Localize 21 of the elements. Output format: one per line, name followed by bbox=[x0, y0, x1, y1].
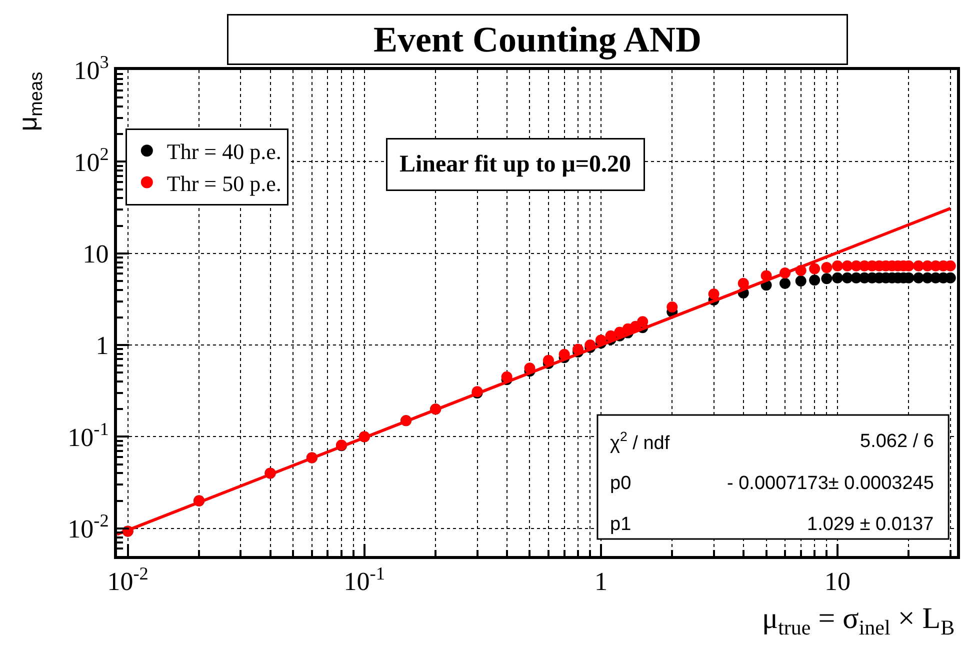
y-tick-label: 10 bbox=[82, 239, 109, 268]
y-tick-label: 10$^{3}$ bbox=[74, 52, 109, 86]
y-tick-label: 10$^{-2}$ bbox=[68, 510, 109, 544]
annotation: p0 bbox=[610, 473, 632, 494]
annotation: χ$^{2}$ / ndf bbox=[610, 429, 670, 454]
annotation: 5.062 / 6 bbox=[860, 431, 934, 452]
legend-label: Thr = 50 p.e. bbox=[166, 170, 282, 196]
y-tick-label: 1 bbox=[96, 331, 109, 360]
x-tick-label: 1 bbox=[594, 567, 608, 596]
annotation: - 0.0007173± 0.0003245 bbox=[727, 473, 934, 494]
y-tick-label: 10$^{2}$ bbox=[74, 144, 109, 177]
annotation: Linear fit up to μ=0.20 bbox=[400, 152, 632, 178]
y-tick-label: 10$^{-1}$ bbox=[68, 418, 109, 452]
x-tick-label: 10 bbox=[824, 567, 850, 596]
annotation: 1.029 ± 0.0137 bbox=[807, 514, 934, 535]
x-tick-label: 10$^{-1}$ bbox=[344, 563, 385, 596]
annotation: p1 bbox=[610, 514, 632, 535]
legend-label: Thr = 40 p.e. bbox=[166, 139, 282, 164]
x-tick-label: 10$^{-2}$ bbox=[107, 563, 148, 596]
chart-title: Event Counting AND bbox=[373, 20, 702, 60]
x-axis-title: μ$_{true}$ = σ$_{inel}$ × L$_{B}$ bbox=[762, 602, 955, 640]
